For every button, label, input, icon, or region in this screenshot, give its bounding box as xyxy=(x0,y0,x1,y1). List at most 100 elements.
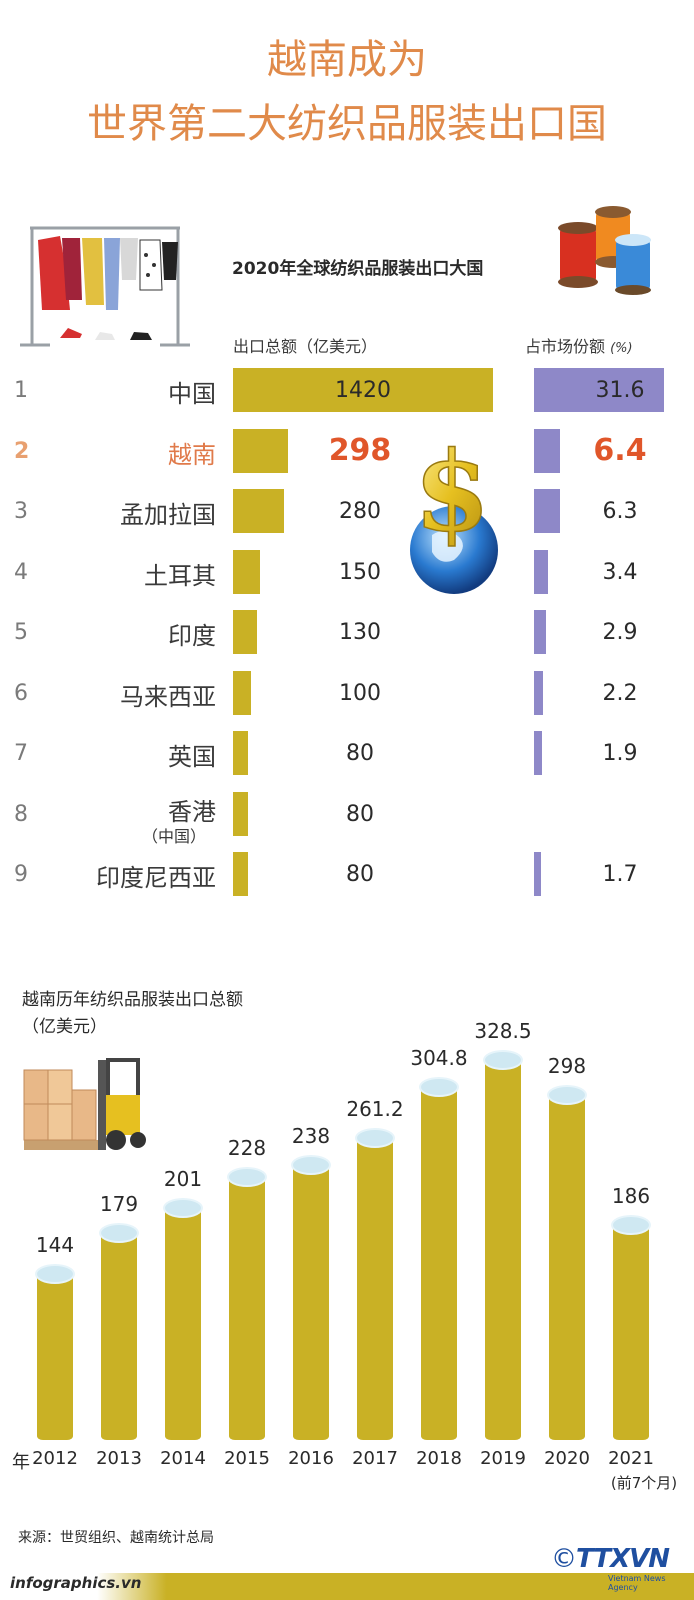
thread-spools-illustration xyxy=(558,206,651,295)
history-bar-cap xyxy=(355,1128,395,1148)
share-value: 6.4 xyxy=(593,432,647,468)
rank-number: 1 xyxy=(14,378,28,403)
export-bar xyxy=(233,791,248,836)
year-label: 2019 xyxy=(480,1448,526,1469)
history-bar xyxy=(549,1094,585,1440)
year-label: 2020 xyxy=(544,1448,590,1469)
share-column-header-label: 占市场份额 xyxy=(525,337,606,356)
history-value: 228 xyxy=(227,1135,267,1160)
share-value: 1.7 xyxy=(602,862,638,887)
history-value: 298 xyxy=(547,1054,587,1079)
ttxvn-logo-sub: Vietnam News Agency xyxy=(608,1574,666,1592)
share-bar xyxy=(534,852,541,896)
title-line-2: 世界第二大纺织品服装出口国 xyxy=(87,101,607,147)
history-chart-title: 越南历年纺织品服装出口总额 xyxy=(22,990,243,1010)
history-bar xyxy=(293,1163,329,1440)
history-bar-cap xyxy=(547,1085,587,1106)
share-bar xyxy=(534,549,548,594)
history-bar-cap xyxy=(99,1223,139,1244)
history-value: 201 xyxy=(163,1166,203,1191)
export-bar xyxy=(233,610,257,654)
share-bar xyxy=(534,731,542,775)
history-bar-cap xyxy=(291,1154,331,1175)
title-line-1: 越南成为 xyxy=(267,37,427,83)
history-value: 304.8 xyxy=(410,1046,468,1071)
year-label: 2015 xyxy=(224,1448,270,1469)
export-bar xyxy=(233,549,261,594)
history-value: 144 xyxy=(35,1232,75,1257)
rank-number: 4 xyxy=(14,559,28,585)
share-bar xyxy=(534,670,544,715)
svg-text:$: $ xyxy=(414,427,491,556)
year-label: 2012 xyxy=(32,1448,78,1469)
export-value: 298 xyxy=(328,432,392,468)
history-bar xyxy=(37,1272,73,1440)
export-column-header: 出口总额（亿美元） xyxy=(233,337,378,356)
country-label: 印度尼西亚 xyxy=(96,864,216,892)
history-value: 328.5 xyxy=(474,1018,532,1043)
year-label: 2013 xyxy=(96,1448,142,1469)
export-value: 80 xyxy=(346,801,374,827)
share-value: 3.4 xyxy=(602,559,638,585)
export-value: 280 xyxy=(339,499,381,524)
history-bar xyxy=(357,1137,393,1440)
source-text: 来源：世贸组织、越南统计总局 xyxy=(18,1530,214,1546)
note-2021: (前7个月) xyxy=(610,1474,678,1492)
history-bar xyxy=(101,1232,137,1440)
export-bar xyxy=(233,731,248,775)
year-label: 2016 xyxy=(288,1448,334,1469)
export-bar xyxy=(233,489,285,533)
ttxvn-logo: TTXVN xyxy=(576,1544,670,1574)
history-bar-cap xyxy=(483,1049,523,1070)
history-value: 186 xyxy=(611,1184,651,1209)
rank-number: 6 xyxy=(14,680,28,706)
footer-bar xyxy=(0,1573,694,1600)
export-bar xyxy=(233,368,493,412)
share-column-header: 占市场份额 (%) xyxy=(525,333,633,357)
share-bar xyxy=(534,489,560,533)
history-bar-cap xyxy=(163,1197,203,1218)
history-bar xyxy=(613,1224,649,1440)
year-label: 2017 xyxy=(352,1448,398,1469)
export-bar xyxy=(233,670,252,715)
country-note: （中国） xyxy=(141,826,206,846)
share-value: 6.3 xyxy=(602,499,638,524)
country-label: 土耳其 xyxy=(144,561,216,590)
country-label: 马来西亚 xyxy=(120,682,216,711)
rank-number: 7 xyxy=(14,741,28,766)
rank-number: 5 xyxy=(14,620,28,645)
rank-number: 8 xyxy=(14,801,28,827)
country-label: 印度 xyxy=(168,622,216,650)
rank-number: 9 xyxy=(14,862,28,887)
export-value: 150 xyxy=(339,559,381,585)
forklift-illustration xyxy=(23,1058,146,1150)
year-label: 2014 xyxy=(160,1448,206,1469)
export-value: 80 xyxy=(346,862,374,887)
history-bar xyxy=(165,1206,201,1440)
history-value: 238 xyxy=(291,1123,331,1148)
history-bar-cap xyxy=(227,1166,267,1187)
export-bar xyxy=(233,852,248,896)
export-value: 100 xyxy=(339,680,381,706)
year-prefix: 年 xyxy=(12,1452,30,1473)
export-value: 1420 xyxy=(335,378,391,403)
country-label: 香港 xyxy=(168,797,216,826)
share-column-header-unit: (%) xyxy=(610,341,633,356)
share-value: 31.6 xyxy=(595,378,645,403)
country-label: 孟加拉国 xyxy=(120,501,216,529)
share-value: 2.2 xyxy=(602,680,638,706)
country-label: 中国 xyxy=(168,380,216,408)
share-bar xyxy=(534,610,546,654)
country-label: 英国 xyxy=(168,743,216,771)
dollar-globe-illustration: $ xyxy=(410,426,498,594)
history-bar-cap xyxy=(35,1263,75,1284)
history-bar-cap xyxy=(611,1215,651,1236)
share-value: 1.9 xyxy=(602,741,638,766)
history-bar xyxy=(485,1058,521,1440)
site-link[interactable]: infographics.vn xyxy=(10,1574,142,1592)
export-value: 130 xyxy=(339,620,381,645)
clothes-rack-illustration xyxy=(20,226,190,347)
year-label: 2021 xyxy=(608,1448,654,1469)
history-value: 261.2 xyxy=(346,1097,404,1121)
rank-number: 2 xyxy=(14,438,30,464)
